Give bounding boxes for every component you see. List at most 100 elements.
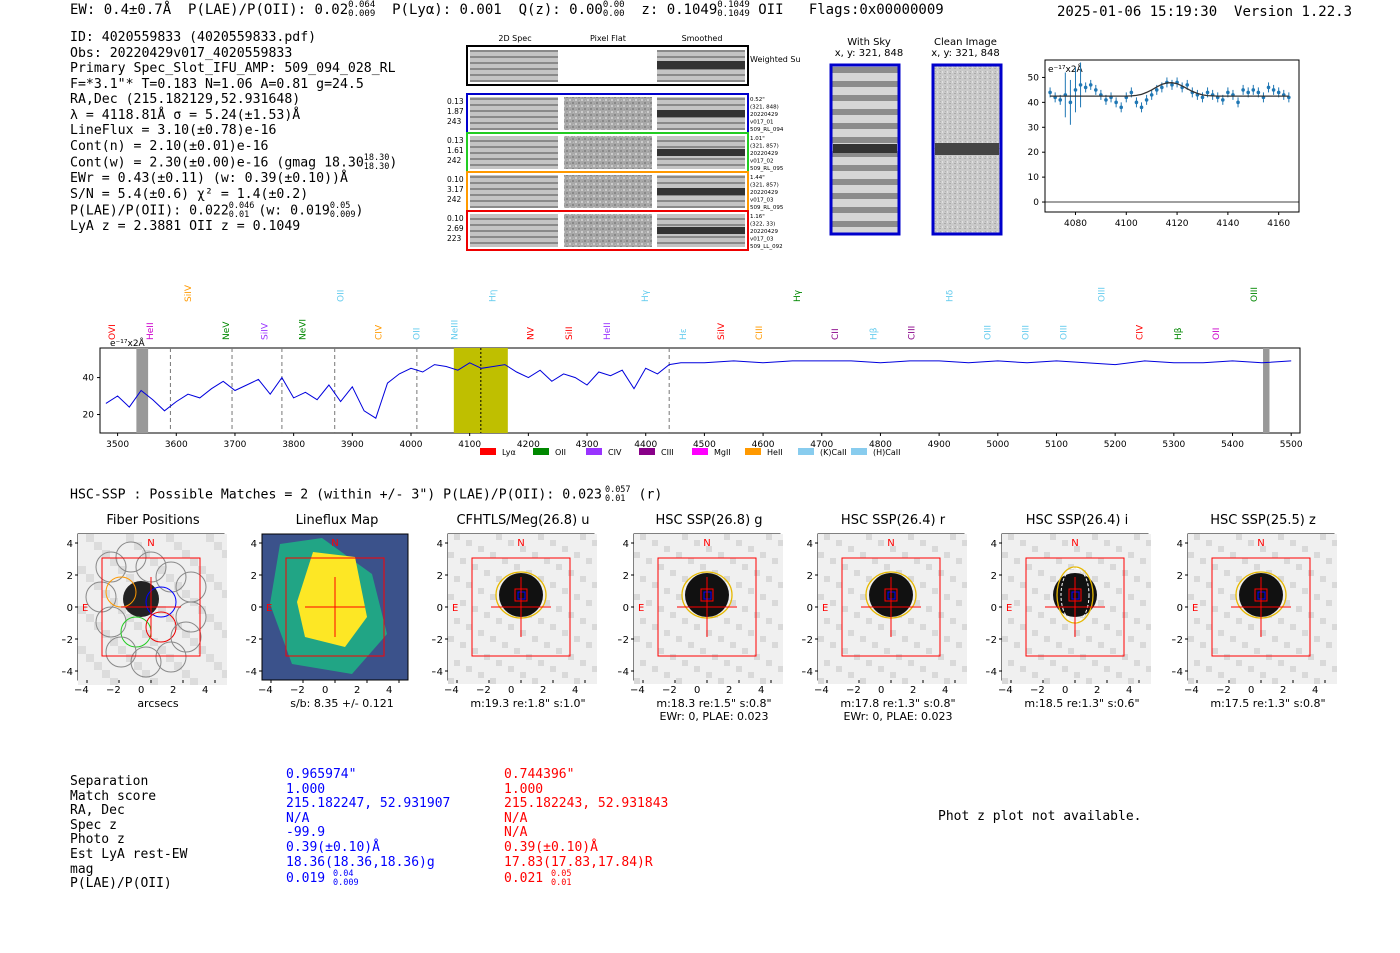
pixel	[126, 670, 134, 678]
pixel	[520, 546, 526, 552]
pixel	[736, 666, 742, 672]
pixel	[890, 672, 896, 678]
pixel	[544, 666, 550, 672]
pixel	[670, 606, 676, 612]
pixel	[1296, 678, 1302, 684]
pixel	[1140, 660, 1146, 666]
pixel	[742, 612, 748, 618]
pixel	[460, 564, 466, 570]
east-label: E	[1192, 603, 1198, 614]
pixel	[1188, 594, 1194, 600]
pixel	[102, 638, 110, 646]
pixel	[1314, 564, 1320, 570]
pixel	[1104, 546, 1110, 552]
pixel	[454, 546, 460, 552]
pixel	[908, 612, 914, 618]
spec2d-row-left-label: 0.13	[447, 136, 464, 145]
pixel	[142, 534, 150, 542]
pixel	[1308, 618, 1314, 624]
spec2d-row-left-label: 242	[447, 195, 462, 204]
pixel	[1302, 624, 1308, 630]
pixel	[640, 570, 646, 576]
pixel	[158, 622, 166, 630]
pixel	[736, 564, 742, 570]
pixel	[1284, 600, 1290, 606]
pixel	[1212, 570, 1218, 576]
pixel	[1074, 534, 1080, 540]
spectral-line-label: Hε	[679, 328, 689, 340]
pixel	[460, 672, 466, 678]
pixel	[742, 606, 748, 612]
pixel	[1086, 636, 1092, 642]
pixel	[1230, 588, 1236, 594]
pixel	[1140, 666, 1146, 672]
pixel	[206, 590, 214, 598]
pixel	[950, 660, 956, 666]
pixel	[914, 618, 920, 624]
pixel	[1038, 540, 1044, 546]
panel-y-tick-label: −2	[62, 635, 73, 646]
match-label: Photo z	[70, 832, 125, 848]
pixel	[938, 600, 944, 606]
pixel	[150, 630, 158, 638]
pixel	[1068, 660, 1074, 666]
pixel	[198, 542, 206, 550]
pixel	[466, 534, 472, 540]
pixel	[562, 648, 568, 654]
pixel	[950, 570, 956, 576]
pixel	[1212, 630, 1218, 636]
pixel	[950, 534, 956, 540]
panel-x-tick-label: 2	[1280, 685, 1287, 696]
pixel	[222, 662, 227, 670]
pixel	[854, 618, 860, 624]
header-plae: P(LAE)/P(OII): 0.02	[188, 2, 349, 18]
pixel	[214, 598, 222, 606]
pixel	[206, 654, 214, 662]
panel-caption-line: arcsecs	[137, 697, 179, 710]
pixel	[908, 552, 914, 558]
pixel	[198, 558, 206, 566]
pixel	[1098, 540, 1104, 546]
pixel	[682, 534, 688, 540]
panel-x-tick-label: 4	[942, 685, 949, 696]
pixel	[1116, 558, 1122, 564]
pixel	[890, 534, 896, 540]
pixel	[1260, 654, 1266, 660]
pixel	[460, 612, 466, 618]
pixel	[1020, 576, 1026, 582]
pixel	[1050, 654, 1056, 660]
pixel	[1050, 564, 1056, 570]
pixel	[174, 638, 182, 646]
pixel	[926, 534, 932, 540]
pixel	[860, 564, 866, 570]
pixel	[736, 606, 742, 612]
pixel	[490, 672, 496, 678]
pixel	[634, 606, 640, 612]
pixel	[94, 670, 102, 678]
spec2d-row-right-label: v017_03	[750, 237, 774, 243]
spectral-line-label: SiIV	[260, 322, 270, 340]
pixel	[682, 600, 688, 606]
pixel	[766, 564, 772, 570]
pixel	[842, 564, 848, 570]
pixel	[1068, 630, 1074, 636]
pixel	[1218, 558, 1224, 564]
pixel	[736, 630, 742, 636]
pixel	[158, 542, 166, 550]
pixel	[836, 594, 842, 600]
pixel	[1098, 636, 1104, 642]
pixel	[706, 624, 712, 630]
pixel	[1110, 558, 1116, 564]
pixel	[884, 630, 890, 636]
pixel	[1128, 534, 1134, 540]
pixel	[484, 588, 490, 594]
pixel	[86, 582, 94, 590]
pixel	[682, 606, 688, 612]
pixel	[1254, 546, 1260, 552]
spec2d-row-right-label: 1.01"	[750, 136, 765, 142]
pixel	[896, 624, 902, 630]
pixel	[1236, 636, 1242, 642]
pixel	[640, 606, 646, 612]
pixel	[848, 540, 854, 546]
pixel	[1080, 660, 1086, 666]
